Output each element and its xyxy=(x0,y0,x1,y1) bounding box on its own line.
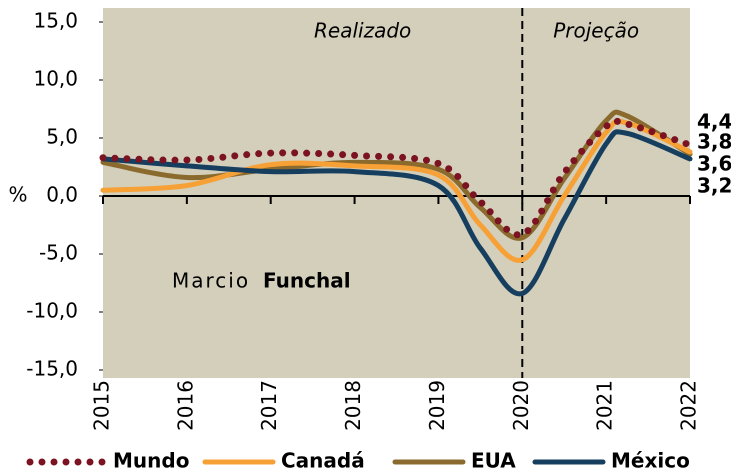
end-label: 3,2 xyxy=(697,174,731,198)
y-tick-label: -15,0 xyxy=(26,357,78,381)
legend-label: EUA xyxy=(471,449,516,472)
series-line xyxy=(100,129,693,297)
annotation: Realizado xyxy=(314,19,411,43)
y-axis-label: % xyxy=(8,183,27,207)
annotation: Projeção xyxy=(553,19,639,43)
legend-label: México xyxy=(611,449,690,472)
y-tick-label: 5,0 xyxy=(46,125,78,149)
x-tick-label: 2017 xyxy=(257,380,281,431)
legend-item: EUA xyxy=(392,449,516,472)
x-tick-label: 2015 xyxy=(90,380,114,431)
x-tick-label: 2021 xyxy=(593,380,617,431)
legend-label: Mundo xyxy=(113,449,189,472)
x-tick-label: 2016 xyxy=(173,380,197,431)
watermark: Marcio xyxy=(172,269,250,293)
end-label: 3,6 xyxy=(697,152,731,176)
plot-background xyxy=(103,8,690,378)
legend-item: México xyxy=(532,449,690,472)
watermark: Funchal xyxy=(263,269,351,293)
x-tick-label: 2018 xyxy=(341,380,365,431)
legend-item: Mundo xyxy=(26,449,189,472)
y-tick-label: 15,0 xyxy=(33,9,78,33)
y-tick-label: 0,0 xyxy=(46,183,78,207)
y-tick-label: 10,0 xyxy=(33,67,78,91)
end-label: 4,4 xyxy=(697,110,731,134)
x-tick-label: 2022 xyxy=(677,380,701,431)
x-tick-label: 2020 xyxy=(509,380,533,431)
legend-label: Canadá xyxy=(281,449,365,472)
y-tick-label: -5,0 xyxy=(39,241,78,265)
x-tick-label: 2019 xyxy=(425,380,449,431)
end-label: 3,8 xyxy=(697,130,731,154)
y-tick-label: -10,0 xyxy=(26,299,78,323)
series-line xyxy=(99,117,694,239)
legend-item: Canadá xyxy=(202,449,365,472)
